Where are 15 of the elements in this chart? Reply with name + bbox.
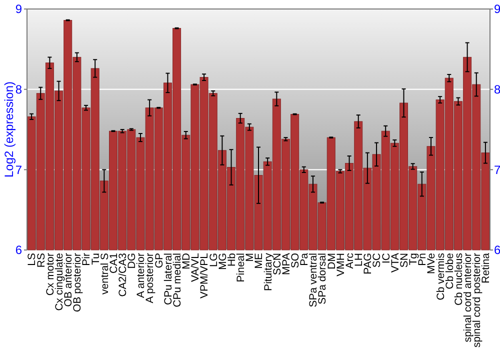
y2-tick-label: 7	[494, 162, 500, 177]
x-tick-label: Tg	[408, 252, 420, 266]
y-tick-label: 7	[15, 162, 22, 177]
y-tick-label: 9	[15, 2, 22, 16]
x-tick-label: Hb	[226, 252, 238, 266]
y2-tick-label: 8	[494, 82, 500, 97]
x-tick-label: DG	[126, 253, 138, 269]
x-tick-label: Cx cingulate	[53, 252, 66, 311]
y-axis-title: Log2 (expression)	[2, 81, 16, 178]
y-tick-label: 6	[15, 243, 22, 258]
y2-tick-label: 6	[494, 243, 500, 258]
x-tick-label: CA2/CA3	[117, 252, 129, 297]
y-tick-label: 8	[15, 82, 22, 97]
y2-tick-label: 9	[494, 2, 500, 16]
x-tick-label: MVe	[426, 252, 438, 274]
